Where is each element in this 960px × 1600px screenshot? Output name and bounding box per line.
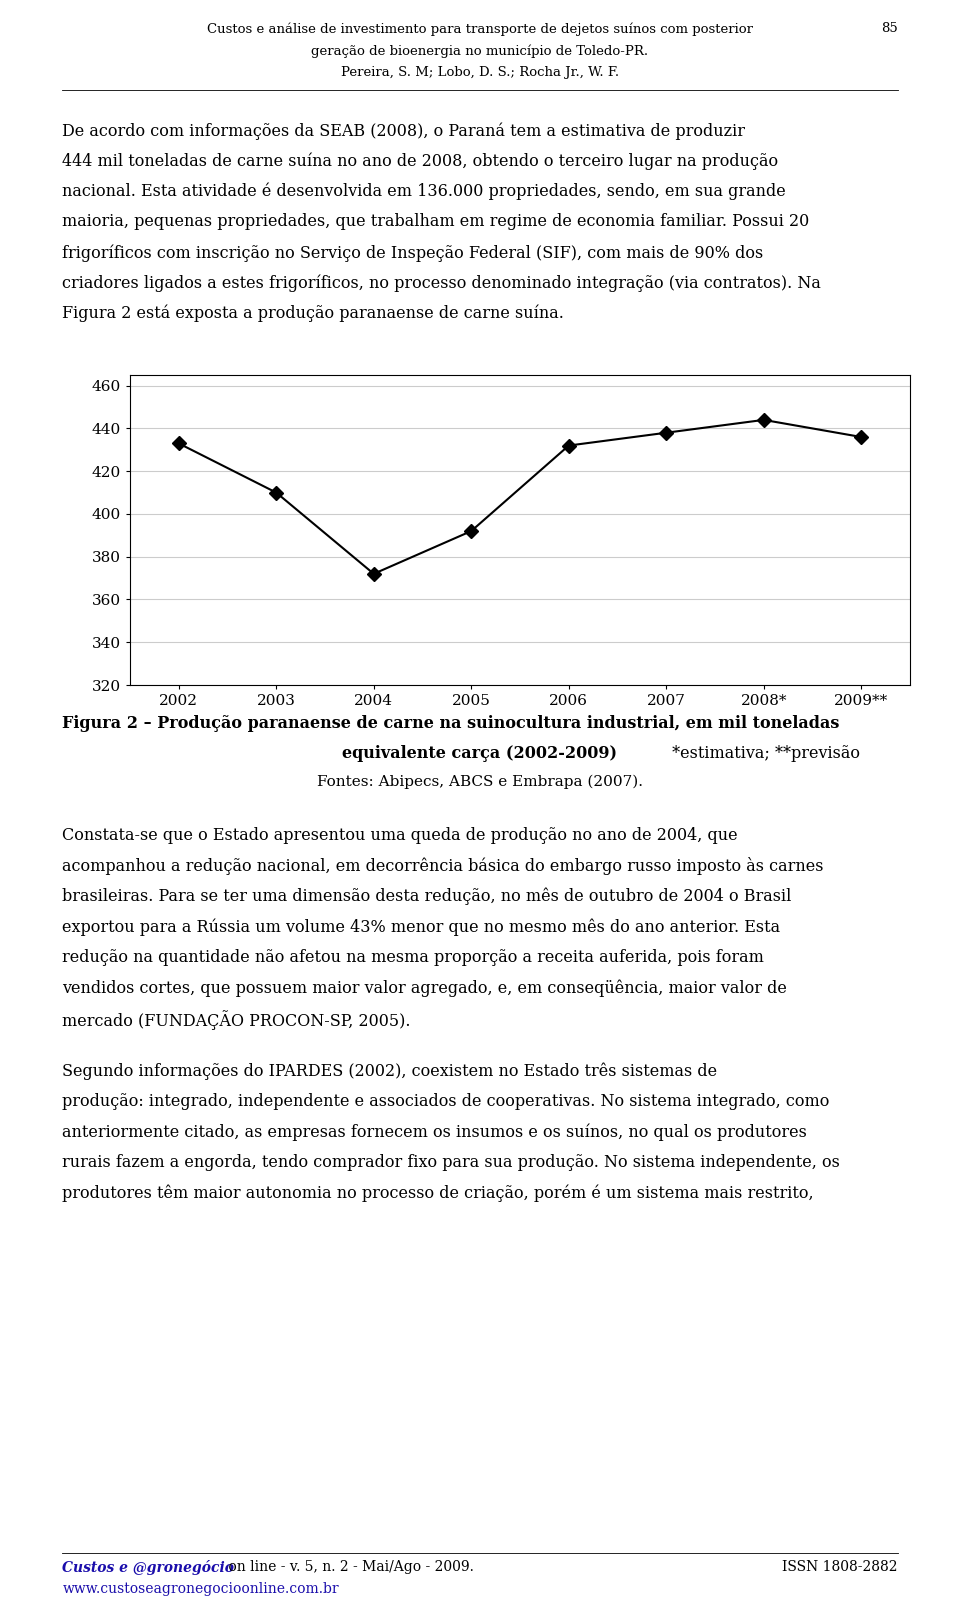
Text: De acordo com informações da SEAB (2008), o Paraná tem a estimativa de produzir: De acordo com informações da SEAB (2008)… (62, 122, 745, 139)
Text: equivalente carça (2002-2009): equivalente carça (2002-2009) (343, 746, 617, 762)
Text: maioria, pequenas propriedades, que trabalham em regime de economia familiar. Po: maioria, pequenas propriedades, que trab… (62, 213, 809, 230)
Text: vendidos cortes, que possuem maior valor agregado, e, em conseqüência, maior val: vendidos cortes, que possuem maior valor… (62, 979, 787, 997)
Text: anteriormente citado, as empresas fornecem os insumos e os suínos, no qual os pr: anteriormente citado, as empresas fornec… (62, 1123, 807, 1141)
Text: Figura 2 está exposta a produção paranaense de carne suína.: Figura 2 está exposta a produção paranae… (62, 306, 564, 323)
Text: frigoríficos com inscrição no Serviço de Inspeção Federal (SIF), com mais de 90%: frigoríficos com inscrição no Serviço de… (62, 243, 763, 261)
Text: on line - v. 5, n. 2 - Mai/Ago - 2009.: on line - v. 5, n. 2 - Mai/Ago - 2009. (224, 1560, 473, 1574)
Text: *estimativa; **previsão: *estimativa; **previsão (667, 746, 860, 762)
Text: produtores têm maior autonomia no processo de criação, porém é um sistema mais r: produtores têm maior autonomia no proces… (62, 1184, 814, 1202)
Text: 444 mil toneladas de carne suína no ano de 2008, obtendo o terceiro lugar na pro: 444 mil toneladas de carne suína no ano … (62, 152, 779, 170)
Text: ISSN 1808-2882: ISSN 1808-2882 (782, 1560, 898, 1574)
Text: Segundo informações do IPARDES (2002), coexistem no Estado três sistemas de: Segundo informações do IPARDES (2002), c… (62, 1062, 717, 1080)
Text: redução na quantidade não afetou na mesma proporção a receita auferida, pois for: redução na quantidade não afetou na mesm… (62, 949, 764, 966)
Text: acompanhou a redução nacional, em decorrência básica do embargo russo imposto às: acompanhou a redução nacional, em decorr… (62, 858, 824, 875)
Text: criadores ligados a estes frigoríficos, no processo denominado integração (via c: criadores ligados a estes frigoríficos, … (62, 275, 821, 291)
Text: Custos e @gronegócio: Custos e @gronegócio (62, 1560, 234, 1574)
Text: brasileiras. Para se ter uma dimensão desta redução, no mês de outubro de 2004 o: brasileiras. Para se ter uma dimensão de… (62, 888, 792, 906)
Text: Constata-se que o Estado apresentou uma queda de produção no ano de 2004, que: Constata-se que o Estado apresentou uma … (62, 827, 738, 845)
Text: rurais fazem a engorda, tendo comprador fixo para sua produção. No sistema indep: rurais fazem a engorda, tendo comprador … (62, 1154, 840, 1171)
Text: www.custoseagronegocioonline.com.br: www.custoseagronegocioonline.com.br (62, 1582, 339, 1597)
Text: nacional. Esta atividade é desenvolvida em 136.000 propriedades, sendo, em sua g: nacional. Esta atividade é desenvolvida … (62, 182, 786, 200)
Text: Pereira, S. M; Lobo, D. S.; Rocha Jr., W. F.: Pereira, S. M; Lobo, D. S.; Rocha Jr., W… (341, 66, 619, 78)
Text: produção: integrado, independente e associados de cooperativas. No sistema integ: produção: integrado, independente e asso… (62, 1093, 829, 1110)
Text: Figura 2 – Produção paranaense de carne na suinocultura industrial, em mil tonel: Figura 2 – Produção paranaense de carne … (62, 715, 840, 731)
Text: 85: 85 (881, 22, 898, 35)
Text: geração de bioenergia no município de Toledo-PR.: geração de bioenergia no município de To… (311, 43, 649, 58)
Text: mercado (FUNDAÇÃO PROCON-SP, 2005).: mercado (FUNDAÇÃO PROCON-SP, 2005). (62, 1010, 411, 1030)
Text: Custos e análise de investimento para transporte de dejetos suínos com posterior: Custos e análise de investimento para tr… (207, 22, 753, 35)
Text: exportou para a Rússia um volume 43% menor que no mesmo mês do ano anterior. Est: exportou para a Rússia um volume 43% men… (62, 918, 780, 936)
Text: Fontes: Abipecs, ABCS e Embrapa (2007).: Fontes: Abipecs, ABCS e Embrapa (2007). (317, 774, 643, 789)
